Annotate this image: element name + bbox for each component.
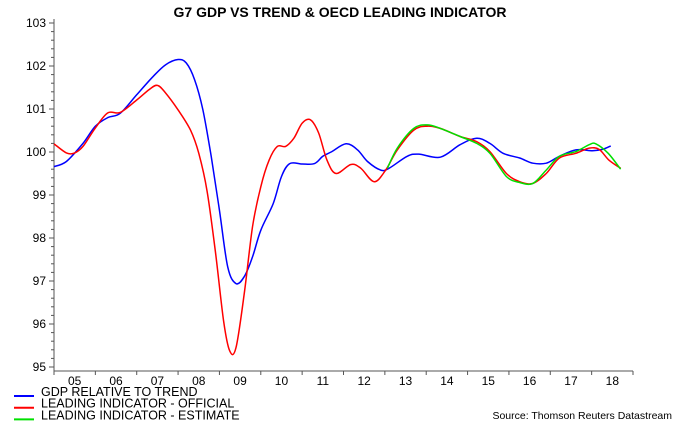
- legend-label-2: LEADING INDICATOR - ESTIMATE: [41, 408, 240, 422]
- x-tick-label: 14: [440, 374, 454, 388]
- series-line-1: [53, 84, 622, 356]
- x-tick-label: 08: [192, 374, 206, 388]
- x-tick-label: 15: [482, 374, 496, 388]
- x-tick-label: 17: [564, 374, 578, 388]
- y-tick-label: 101: [26, 102, 46, 116]
- y-tick-label: 100: [26, 145, 46, 159]
- x-tick-label: 18: [606, 374, 620, 388]
- y-tick-label: 98: [33, 231, 47, 245]
- source-note: Source: Thomson Reuters Datastream: [492, 410, 672, 422]
- x-tick-label: 13: [399, 374, 413, 388]
- y-tick-label: 95: [33, 360, 47, 374]
- y-tick-label: 99: [33, 188, 47, 202]
- y-tick-label: 96: [33, 317, 47, 331]
- y-tick-label: 103: [26, 16, 46, 30]
- chart-title: G7 GDP VS TREND & OECD LEADING INDICATOR: [174, 4, 507, 20]
- x-tick-label: 12: [357, 374, 371, 388]
- series-line-2: [386, 124, 622, 186]
- y-tick-label: 97: [33, 274, 47, 288]
- legend-label-0: GDP RELATIVE TO TREND: [41, 385, 198, 399]
- legend-label-1: LEADING INDICATOR - OFFICIAL: [41, 397, 234, 411]
- y-tick-label: 102: [26, 59, 46, 73]
- x-tick-label: 16: [523, 374, 537, 388]
- series-lines: [53, 58, 622, 356]
- x-tick-label: 11: [317, 374, 330, 388]
- x-tick-label: 07: [151, 374, 165, 388]
- x-tick-label: 05: [68, 374, 82, 388]
- x-tick-label: 06: [109, 374, 123, 388]
- series-line-0: [53, 58, 612, 285]
- axes: 95 96 97 98 99 100 101 102 103 05 06 07 08 09 10 11 12 13…: [26, 16, 634, 388]
- x-tick-label: 10: [275, 374, 289, 388]
- x-tick-label: 09: [233, 374, 247, 388]
